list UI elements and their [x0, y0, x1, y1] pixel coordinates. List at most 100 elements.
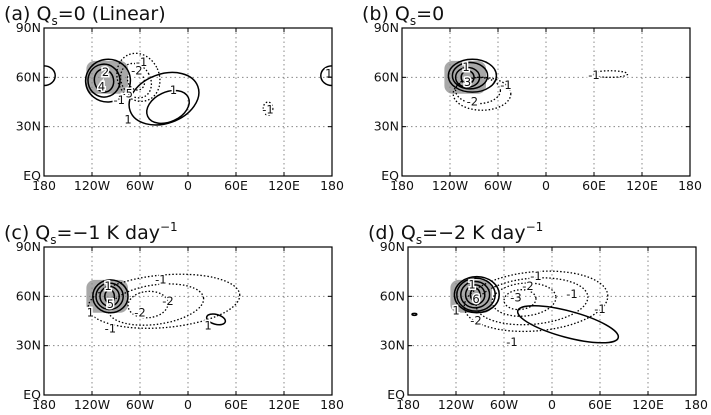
- contour: [104, 289, 116, 304]
- x-tick-label: 60W: [126, 178, 154, 193]
- panel-title: (d) Qs=−2 K day−1: [368, 220, 543, 247]
- y-tick-label: 90N: [374, 20, 399, 35]
- contour-label: 1: [170, 83, 177, 97]
- x-tick-label: 120E: [632, 397, 664, 412]
- contour-label: -1: [136, 55, 147, 69]
- x-tick-label: 60W: [126, 397, 154, 412]
- contour-label: -2: [134, 305, 145, 319]
- x-tick-label: 120W: [438, 397, 474, 412]
- x-tick-label: 0: [542, 178, 550, 193]
- plot-frame: [43, 246, 333, 396]
- y-tick-label: EQ: [23, 168, 41, 183]
- y-tick-label: 60N: [374, 69, 399, 84]
- contour: [447, 58, 498, 93]
- contour: [93, 68, 115, 93]
- contour-label: -1: [105, 322, 116, 336]
- contour: [591, 70, 629, 78]
- contour-label: -1: [155, 272, 166, 286]
- contour-label: 1: [325, 67, 332, 81]
- contour: [126, 70, 146, 91]
- contour: [463, 270, 609, 333]
- contour-label: 1: [468, 277, 475, 291]
- title-subscript: s: [410, 14, 416, 28]
- contour: [107, 283, 205, 326]
- y-tick-label: 60N: [16, 288, 41, 303]
- contour: [464, 284, 486, 306]
- contour: [453, 275, 500, 314]
- contour: [503, 289, 537, 311]
- contour-label: -1: [262, 103, 273, 117]
- contour-label: -1: [588, 68, 599, 82]
- title-text: =0: [416, 3, 444, 25]
- x-tick-label: 60E: [588, 397, 612, 412]
- x-tick-label: 180: [320, 178, 344, 193]
- title-superscript: −1: [160, 220, 178, 234]
- contour-label: 1: [452, 304, 459, 318]
- contour-label: -2: [470, 314, 481, 328]
- x-tick-label: 180: [390, 178, 414, 193]
- contour-label: -1: [500, 78, 511, 92]
- title-text: =−2 K day: [422, 222, 525, 244]
- y-tick-label: 90N: [380, 239, 405, 254]
- contour: [128, 71, 200, 126]
- y-tick-label: EQ: [387, 387, 405, 402]
- x-tick-label: 120W: [432, 178, 468, 193]
- contour: [92, 279, 129, 314]
- contour: [95, 282, 124, 311]
- y-tick-label: 90N: [16, 239, 41, 254]
- x-tick-label: 60E: [224, 397, 248, 412]
- plot-area: 13 -1 -2 -1: [402, 28, 690, 176]
- contour-label: 1: [87, 305, 94, 319]
- x-tick-label: 60W: [484, 178, 512, 193]
- contour-label: 1: [124, 113, 131, 127]
- contour-label: -1: [506, 335, 517, 349]
- x-tick-label: 180: [32, 397, 56, 412]
- contour-label: -1: [530, 269, 541, 283]
- contour-label: -3: [510, 290, 521, 304]
- contour-label: -5: [121, 86, 132, 100]
- title-label: (c) Q: [4, 222, 50, 244]
- contour: [44, 65, 56, 87]
- contour-label: 2: [102, 65, 109, 79]
- contour: [205, 313, 227, 326]
- contour-label: 5: [107, 297, 114, 311]
- panel-title: (b) Qs=0: [362, 3, 444, 28]
- title-subscript: s: [416, 233, 422, 247]
- panel-title: (a) Qs=0 (Linear): [4, 3, 166, 28]
- y-tick-label: 30N: [16, 119, 41, 134]
- y-tick-label: EQ: [381, 168, 399, 183]
- contour: [456, 277, 496, 312]
- plot-area: 161-1-2-3 -1-2-1-1: [408, 247, 696, 395]
- contour: [452, 76, 512, 111]
- plot-area: 2-1-2 14 -5-111-1: [44, 28, 332, 176]
- contour-label: 1: [462, 60, 469, 74]
- x-tick-label: 60E: [224, 178, 248, 193]
- y-tick-label: 30N: [380, 338, 405, 353]
- x-tick-label: 0: [548, 397, 556, 412]
- x-tick-label: 120E: [268, 178, 300, 193]
- contour: [84, 58, 132, 103]
- x-tick-label: 120E: [626, 178, 658, 193]
- title-text: =0 (Linear): [58, 3, 166, 25]
- y-tick-label: 90N: [16, 20, 41, 35]
- title-label: (a) Q: [4, 3, 51, 25]
- contour: [87, 63, 121, 98]
- contour-label: 1: [104, 279, 111, 293]
- title-label: (d) Q: [368, 222, 416, 244]
- plot-frame: [43, 27, 333, 177]
- contour: [87, 273, 241, 329]
- contour: [119, 62, 153, 99]
- x-tick-label: 180: [678, 178, 702, 193]
- contour-label: -1: [594, 302, 605, 316]
- contour: [262, 101, 274, 116]
- contour: [127, 290, 169, 319]
- x-tick-label: 0: [184, 178, 192, 193]
- contour: [469, 287, 481, 303]
- plot-frame: [401, 27, 691, 177]
- contour: [475, 277, 589, 326]
- contour-label: -2: [162, 294, 173, 308]
